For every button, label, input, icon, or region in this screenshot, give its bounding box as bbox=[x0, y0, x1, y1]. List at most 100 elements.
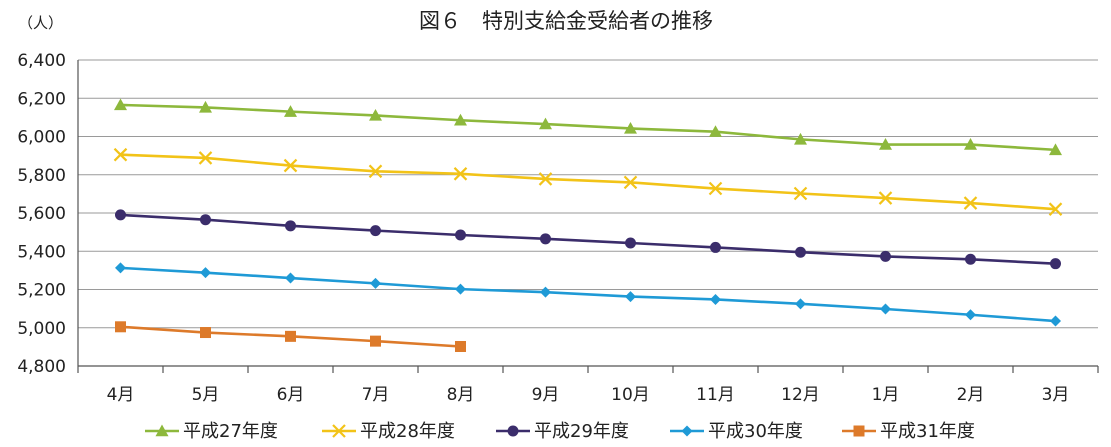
legend-item: 平成29年度 bbox=[496, 421, 629, 442]
data-point bbox=[455, 283, 466, 295]
data-point bbox=[794, 132, 807, 145]
data-point bbox=[115, 262, 126, 274]
series-2 bbox=[113, 147, 1063, 216]
y-tick-label: 6,200 bbox=[17, 89, 66, 109]
data-point bbox=[623, 175, 638, 190]
data-point bbox=[710, 293, 721, 305]
legend-label: 平成28年度 bbox=[360, 421, 455, 442]
y-tick-label: 5,400 bbox=[17, 242, 66, 262]
y-tick-label: 6,000 bbox=[17, 128, 66, 148]
data-point bbox=[879, 138, 892, 150]
x-tick-label: 1月 bbox=[872, 385, 900, 405]
y-tick-label: 5,600 bbox=[17, 204, 66, 224]
data-point bbox=[455, 340, 466, 352]
y-tick-label: 5,200 bbox=[17, 281, 66, 301]
data-point bbox=[368, 164, 383, 179]
legend: 平成27年度 平成28年度 平成29年度 平成30年度 平成31年度 bbox=[145, 421, 975, 442]
legend-marker bbox=[155, 424, 169, 437]
chart-title: 図６ 特別支給金受給者の推移 bbox=[419, 9, 713, 33]
data-point bbox=[370, 335, 381, 347]
data-point bbox=[114, 98, 127, 111]
series-5 bbox=[115, 321, 466, 352]
data-point bbox=[1050, 315, 1061, 327]
data-point bbox=[964, 138, 977, 150]
legend-marker bbox=[507, 425, 519, 437]
x-tick-label: 11月 bbox=[696, 385, 735, 405]
data-point bbox=[963, 196, 978, 210]
x-tick-label: 4月 bbox=[107, 385, 135, 405]
data-point bbox=[370, 225, 381, 237]
legend-item: 平成30年度 bbox=[670, 421, 803, 442]
data-point bbox=[540, 286, 551, 298]
legend-marker bbox=[853, 425, 865, 437]
legend-item: 平成28年度 bbox=[322, 421, 455, 442]
data-point bbox=[795, 298, 806, 310]
data-point bbox=[538, 172, 553, 186]
data-point bbox=[453, 167, 468, 181]
data-point bbox=[1048, 202, 1063, 216]
x-tick-label: 10月 bbox=[611, 385, 650, 405]
data-point bbox=[1050, 258, 1061, 270]
data-point bbox=[795, 246, 806, 258]
data-point bbox=[793, 186, 808, 201]
legend-item: 平成27年度 bbox=[145, 421, 278, 442]
x-tick-label: 3月 bbox=[1042, 385, 1070, 405]
grid-lines bbox=[78, 59, 1098, 329]
x-tick-label: 5月 bbox=[192, 385, 220, 405]
series-3 bbox=[115, 209, 1061, 270]
data-point bbox=[708, 181, 723, 196]
data-point bbox=[198, 151, 213, 165]
legend-label: 平成31年度 bbox=[880, 421, 975, 442]
data-point bbox=[285, 272, 296, 284]
data-point bbox=[283, 158, 298, 173]
legend-label: 平成29年度 bbox=[534, 421, 629, 442]
series-line bbox=[120, 266, 1056, 323]
data-point bbox=[115, 209, 126, 221]
y-unit-label: （人） bbox=[18, 14, 63, 32]
data-point bbox=[1049, 143, 1062, 156]
y-tick-label: 4,800 bbox=[17, 357, 66, 377]
data-point bbox=[285, 220, 296, 232]
x-tick-label: 12月 bbox=[781, 385, 820, 405]
legend-marker bbox=[332, 424, 346, 438]
legend-label: 平成30年度 bbox=[708, 421, 803, 442]
data-point bbox=[709, 125, 722, 137]
y-tick-label: 5,000 bbox=[17, 319, 66, 339]
data-point bbox=[539, 117, 552, 130]
x-tick-label: 6月 bbox=[277, 385, 305, 405]
data-point bbox=[965, 309, 976, 321]
data-point bbox=[200, 267, 211, 279]
data-point bbox=[878, 191, 893, 205]
x-tick-labels: 4月 5月 6月 7月 8月 9月 10月 11月 12月 1月 2月 3月 bbox=[107, 385, 1070, 405]
data-point bbox=[199, 100, 212, 113]
y-tick-label: 5,800 bbox=[17, 166, 66, 186]
series-lines bbox=[113, 98, 1063, 352]
data-point bbox=[710, 241, 721, 253]
legend-marker bbox=[681, 425, 693, 437]
data-point bbox=[540, 233, 551, 245]
data-point bbox=[965, 253, 976, 265]
legend-label: 平成27年度 bbox=[183, 421, 278, 442]
data-point bbox=[200, 327, 211, 339]
data-point bbox=[284, 105, 297, 117]
data-point bbox=[113, 147, 128, 162]
series-1 bbox=[114, 98, 1062, 156]
series-4 bbox=[115, 262, 1061, 327]
x-tick-label: 8月 bbox=[447, 385, 475, 405]
x-tick-label: 7月 bbox=[362, 385, 390, 405]
data-point bbox=[370, 277, 381, 289]
series-line bbox=[120, 103, 1056, 152]
data-point bbox=[625, 291, 636, 303]
legend-item: 平成31年度 bbox=[842, 421, 975, 442]
data-point bbox=[454, 113, 467, 126]
data-point bbox=[455, 229, 466, 241]
axes bbox=[77, 60, 1099, 373]
data-point bbox=[285, 330, 296, 342]
data-point bbox=[115, 321, 126, 333]
y-tick-labels: 4,800 5,000 5,200 5,400 5,600 5,800 6,000 6,200… bbox=[17, 51, 66, 377]
x-tick-label: 2月 bbox=[957, 385, 985, 405]
data-point bbox=[624, 121, 637, 134]
series-line bbox=[120, 213, 1056, 265]
